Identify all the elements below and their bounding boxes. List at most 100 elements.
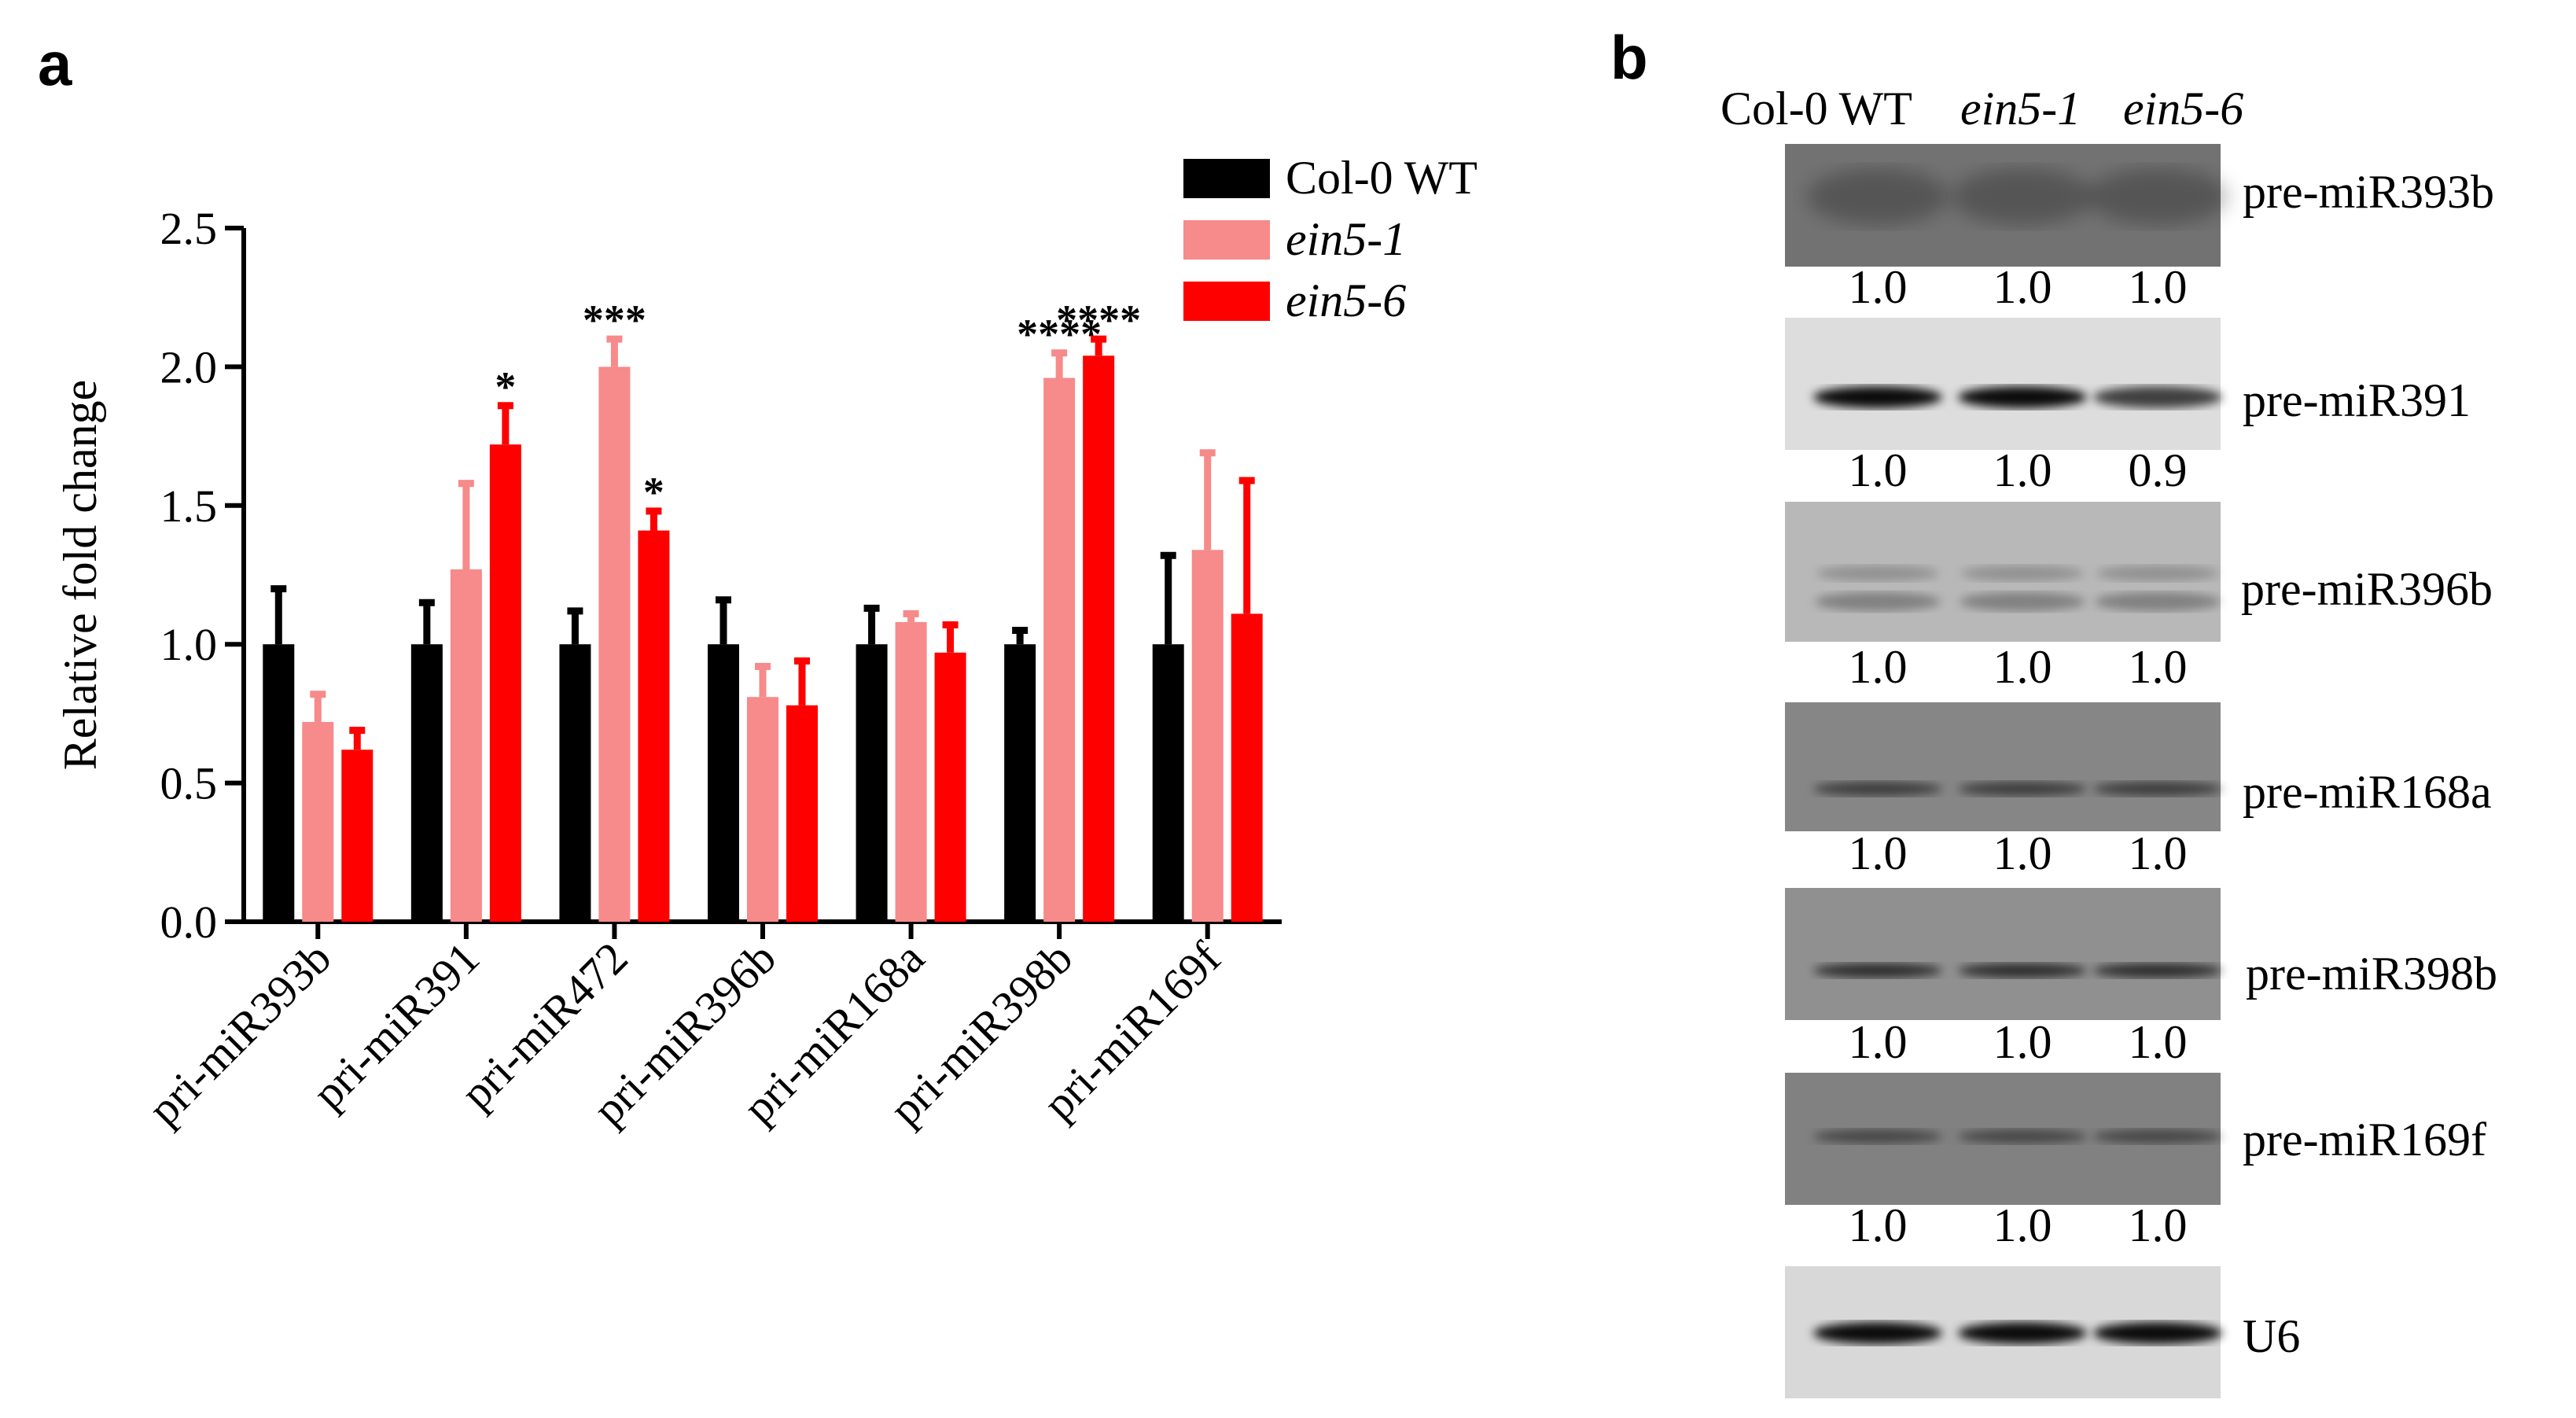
- blot-row-label: pre-miR398b: [2246, 948, 2497, 1000]
- blot-quant-value: 1.0: [1849, 444, 1908, 496]
- blot-quant-value: 1.0: [1849, 261, 1908, 313]
- bar: [263, 644, 295, 922]
- blot-row-label: U6: [2243, 1310, 2300, 1362]
- bar: [559, 644, 591, 922]
- y-tick-label: 0.5: [160, 758, 218, 809]
- blot-band: [2096, 565, 2219, 581]
- blot-band: [2093, 1129, 2222, 1144]
- blot-row-label: pre-miR391: [2243, 374, 2471, 426]
- blot-band: [1952, 168, 2093, 225]
- bar: [895, 621, 927, 922]
- bar: [1083, 355, 1115, 923]
- y-tick-label: 1.0: [160, 619, 218, 670]
- blot-quant-value: 0.9: [2129, 444, 2188, 496]
- blot-row-label: pre-miR169f: [2243, 1114, 2486, 1166]
- legend-label: ein5-1: [1286, 213, 1406, 265]
- bar: [450, 569, 482, 922]
- bar: [302, 721, 334, 922]
- blot-band: [2093, 1322, 2222, 1344]
- blot-strip: [1785, 318, 2221, 450]
- blot-band: [1813, 782, 1942, 796]
- legend-label: Col-0 WT: [1286, 152, 1478, 204]
- blot-quant-value: 1.0: [1993, 827, 2052, 879]
- blot-band: [1807, 168, 1949, 225]
- blot-band: [1816, 565, 1939, 581]
- blot-quant-value: 1.0: [2129, 1016, 2188, 1068]
- blot-quant-value: 1.0: [1849, 827, 1908, 879]
- blot-quant-value: 1.0: [1993, 444, 2052, 496]
- blot-column-label: ein5-6: [2123, 83, 2243, 134]
- y-tick-label: 2.5: [160, 203, 218, 254]
- blot-strip-shade: [1785, 888, 2221, 1020]
- blot-band: [2095, 592, 2221, 611]
- blot-band: [1958, 1129, 2087, 1144]
- blot-band: [1813, 963, 1942, 978]
- y-axis-label: Relative fold change: [54, 380, 106, 770]
- bar: [1043, 378, 1076, 923]
- bar: [598, 366, 631, 922]
- blot-band: [1958, 963, 2087, 978]
- blot-band: [1958, 386, 2087, 408]
- blot-band: [2093, 386, 2222, 408]
- significance-mark: ****: [1056, 296, 1141, 344]
- blot-band: [2093, 963, 2222, 978]
- blot-row-label: pre-miR168a: [2243, 766, 2492, 818]
- blot-band: [1813, 386, 1942, 408]
- blot-column-label: Col-0 WT: [1720, 83, 1912, 134]
- blot-quant-value: 1.0: [1993, 261, 2052, 313]
- blot-band: [1813, 1129, 1942, 1144]
- blot-quant-value: 1.0: [2129, 1199, 2188, 1251]
- bar: [934, 652, 966, 922]
- blot-quant-value: 1.0: [2129, 641, 2188, 693]
- y-tick-label: 0.0: [160, 897, 218, 948]
- blot-strip: [1785, 702, 2221, 831]
- bar: [708, 644, 739, 922]
- blot-band: [1961, 565, 2084, 581]
- blot-quant-value: 1.0: [1993, 641, 2052, 693]
- significance-mark: *: [643, 469, 664, 516]
- bar: [1152, 644, 1184, 922]
- blot-quant-value: 1.0: [1849, 1016, 1908, 1068]
- legend-swatch: [1183, 220, 1270, 260]
- blot-row-label: pre-miR396b: [2241, 563, 2493, 615]
- bar: [410, 644, 443, 922]
- x-tick-label: pri-miR393b: [138, 932, 341, 1135]
- blot-quant-value: 1.0: [1849, 641, 1908, 693]
- blot-band: [1815, 592, 1941, 611]
- significance-mark: ***: [583, 296, 646, 344]
- bar: [786, 705, 818, 922]
- bar: [1004, 644, 1036, 922]
- blot-quant-value: 1.0: [1993, 1016, 2052, 1068]
- y-tick-label: 1.5: [160, 481, 218, 532]
- significance-mark: *: [495, 363, 516, 411]
- blot-quant-value: 1.0: [1849, 1199, 1908, 1251]
- blot-strip: [1785, 888, 2221, 1020]
- blot-quant-value: 1.0: [2129, 827, 2188, 879]
- bar: [856, 644, 888, 922]
- blot-strip-shade: [1785, 318, 2221, 450]
- blot-band: [1960, 592, 2085, 611]
- blot-quant-value: 1.0: [1993, 1199, 2052, 1251]
- y-tick-label: 2.0: [160, 341, 218, 392]
- panel-b-label: b: [1610, 23, 1648, 92]
- blot-column-label: ein5-1: [1960, 83, 2081, 134]
- blot-band: [1958, 782, 2087, 796]
- panel-a-label: a: [38, 29, 72, 98]
- bar: [747, 697, 778, 922]
- bar-chart: 0.0 0.5 1.0 1.5 2.0 2.5 Relative fold change pr…: [54, 152, 1478, 1135]
- significance-mark: ****: [1017, 311, 1102, 358]
- bar: [1231, 613, 1263, 922]
- blot-strip-shade: [1785, 702, 2221, 831]
- legend-swatch: [1183, 159, 1270, 198]
- legend-swatch: [1183, 282, 1270, 321]
- bar: [638, 530, 670, 922]
- blot-band: [1813, 1322, 1942, 1344]
- blot-row-label: pre-miR393b: [2243, 166, 2494, 218]
- blot-quant-value: 1.0: [2129, 261, 2188, 313]
- bar: [489, 444, 521, 922]
- bar: [341, 750, 374, 922]
- blot-band: [2093, 782, 2222, 796]
- bar: [1191, 550, 1224, 922]
